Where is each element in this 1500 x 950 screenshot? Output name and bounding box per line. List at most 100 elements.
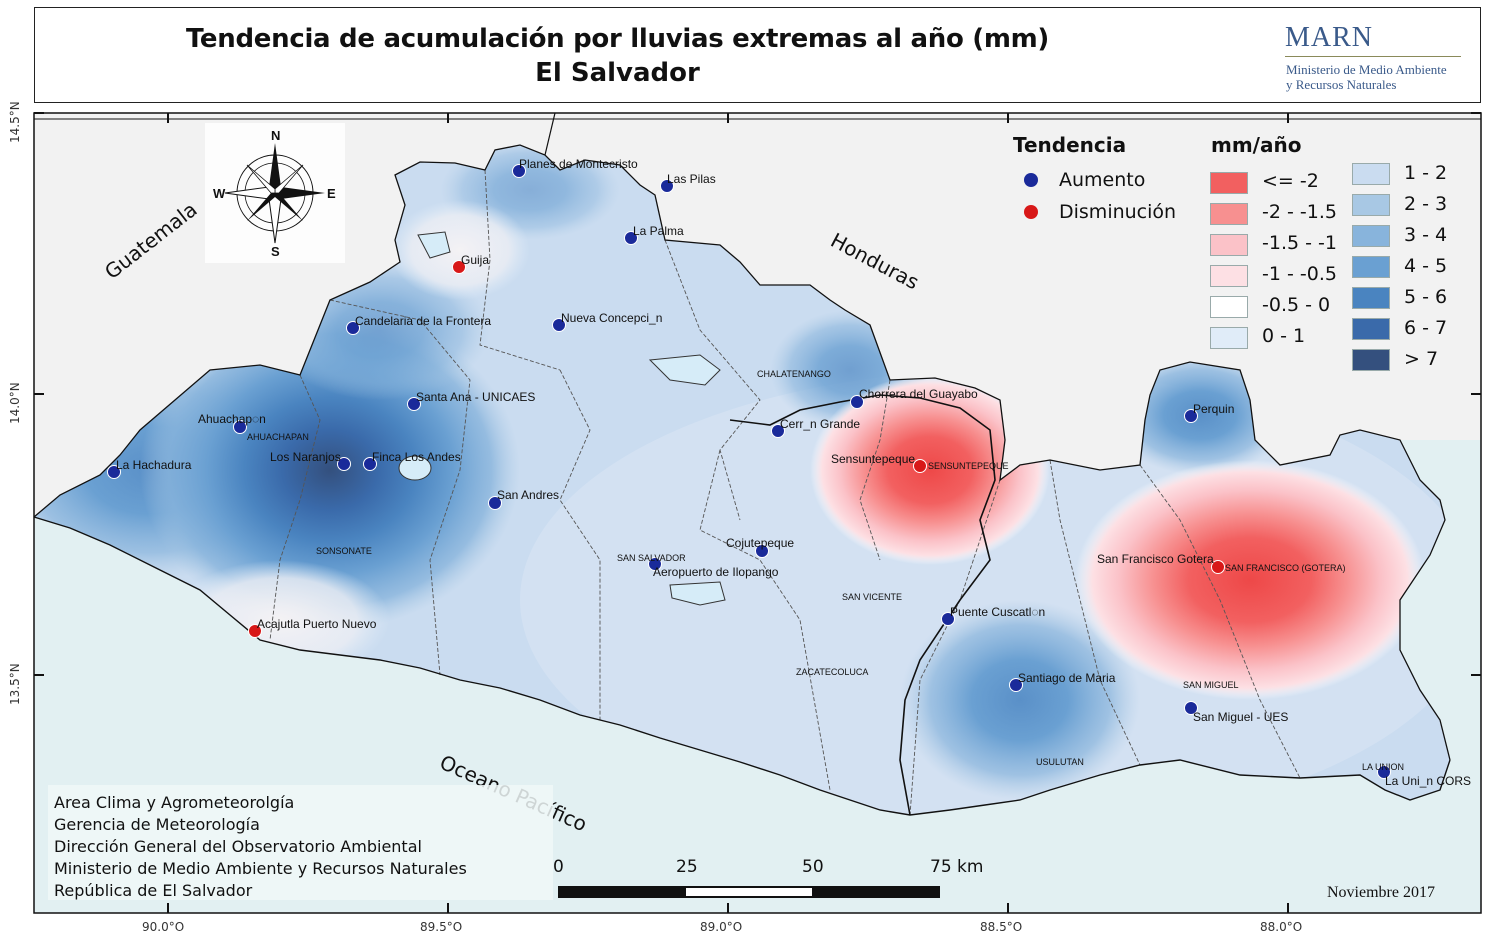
station-label-puentecuscatlan: Puente Cuscatl◌n bbox=[950, 605, 1046, 619]
station-label-aeropuerto: Aeropuerto de Ilopango bbox=[653, 565, 779, 579]
station-marker-finca-los-andes bbox=[363, 457, 377, 471]
station-marker-sensuntepeque bbox=[913, 459, 927, 473]
legend-class-label-right-1: 2 - 3 bbox=[1404, 193, 1448, 215]
lake-coatepeque bbox=[398, 455, 432, 481]
station-marker-los-naranjos bbox=[337, 457, 351, 471]
credit-line-1: Area Clima y Agrometeorolgía bbox=[54, 793, 295, 812]
legend-trend-title: Tendencia bbox=[1013, 133, 1127, 157]
scale-bar bbox=[558, 886, 940, 898]
station-label-sanmiguelues: San Miguel - UES bbox=[1193, 710, 1289, 724]
legend-swatch-right-5 bbox=[1352, 318, 1390, 340]
compass-s: S bbox=[271, 244, 280, 259]
dept-label-zacatecoluca: ZACATECOLUCA bbox=[796, 667, 869, 677]
station-marker-cojutepeque bbox=[755, 544, 769, 558]
legend-swatch-right-1 bbox=[1352, 194, 1390, 216]
legend-class-label-right-2: 3 - 4 bbox=[1404, 224, 1448, 246]
station-marker-puente-cuscatlan bbox=[941, 612, 955, 626]
station-marker-planes-de-montecristo bbox=[512, 164, 526, 178]
station-marker-san-andres bbox=[488, 496, 502, 510]
station-marker-las-pilas bbox=[660, 179, 674, 193]
station-label-santiagodemaria: Santiago de Maria bbox=[1018, 671, 1116, 685]
station-markers bbox=[107, 164, 1391, 779]
header-box bbox=[34, 7, 1481, 103]
station-label-nuevaconcepcion: Nueva Concepci_n bbox=[561, 311, 663, 325]
legend-disminucion-dot bbox=[1024, 205, 1038, 219]
station-marker-aeropuerto bbox=[648, 557, 662, 571]
legend-class-label-right-3: 4 - 5 bbox=[1404, 255, 1448, 277]
legend-swatch-right-0 bbox=[1352, 163, 1390, 185]
scale-label-0: 0 bbox=[553, 857, 564, 877]
legend-aumento-dot bbox=[1024, 173, 1038, 187]
dept-label-launion: LA UNION bbox=[1362, 762, 1405, 772]
station-marker-cerron-grande bbox=[771, 424, 785, 438]
map-frame-top-ticks bbox=[33, 112, 1482, 120]
compass-rose-icon bbox=[205, 123, 345, 263]
legend-class-label-left-0: <= -2 bbox=[1262, 170, 1319, 192]
legend-swatch-left-4 bbox=[1210, 296, 1248, 318]
station-label-cerrongrande: Cerr_n Grande bbox=[780, 417, 861, 431]
dept-label-sanvicente: SAN VICENTE bbox=[842, 592, 903, 602]
legend-units-title: mm/año bbox=[1211, 133, 1302, 157]
station-marker-candelaria bbox=[346, 321, 360, 335]
compass-e: E bbox=[327, 186, 336, 201]
station-label-sanandres: San Andres bbox=[497, 488, 560, 502]
station-label-acajutla: Acajutla Puerto Nuevo bbox=[257, 617, 377, 631]
coastline bbox=[33, 516, 1451, 816]
logo-divider bbox=[1285, 56, 1461, 57]
lon-label-89-5: 89.5°O bbox=[420, 920, 463, 934]
station-label-sanfranciscogotera: San Francisco Gotera bbox=[1097, 552, 1214, 566]
dept-label-sanfrancisco: SAN FRANCISCO (GOTERA) bbox=[1225, 563, 1346, 573]
lake-suchitlan bbox=[648, 354, 721, 386]
map-date: Noviembre 2017 bbox=[1327, 884, 1435, 901]
legend-class-label-left-2: -1.5 - -1 bbox=[1262, 232, 1337, 254]
lat-label-14-0: 14.0°N bbox=[8, 382, 22, 424]
dept-label-sonsonate: SONSONATE bbox=[316, 546, 372, 556]
credit-line-2: Gerencia de Meteorología bbox=[54, 815, 260, 834]
station-marker-perquin bbox=[1184, 409, 1198, 423]
credits-box: Area Clima y Agrometeorolgía Gerencia de… bbox=[48, 785, 553, 900]
lon-label-88-0: 88.0°O bbox=[1260, 920, 1303, 934]
legend-disminucion-label: Disminución bbox=[1059, 201, 1177, 223]
legend-class-label-left-1: -2 - -1.5 bbox=[1262, 201, 1337, 223]
station-marker-guija bbox=[452, 260, 466, 274]
legend-swatch-left-5 bbox=[1210, 327, 1248, 349]
station-label-cojutepeque: Cojutepeque bbox=[726, 536, 795, 550]
legend-swatch-right-2 bbox=[1352, 225, 1390, 247]
marn-logo-text: MARN bbox=[1285, 22, 1374, 53]
lon-label-89-0: 89.0°O bbox=[700, 920, 743, 934]
legend-swatch-left-1 bbox=[1210, 203, 1248, 225]
legend-class-label-right-6: > 7 bbox=[1404, 348, 1439, 370]
station-label-laspilas: Las Pilas bbox=[667, 172, 716, 186]
scale-label-50: 50 bbox=[802, 857, 824, 877]
map-subtitle: El Salvador bbox=[535, 58, 700, 88]
credit-line-4: Ministerio de Medio Ambiente y Recursos … bbox=[54, 859, 467, 878]
station-marker-san-francisco-gotera bbox=[1211, 560, 1225, 574]
lat-label-13-5: 13.5°N bbox=[8, 663, 22, 705]
lake-guija bbox=[417, 231, 451, 259]
dept-label-ahuachapan: AHUACHAPAN bbox=[247, 432, 309, 442]
station-label-lapalma: La Palma bbox=[633, 224, 684, 238]
station-label-sensuntepeque: Sensuntepeque bbox=[831, 452, 916, 466]
legend-class-label-right-5: 6 - 7 bbox=[1404, 317, 1448, 339]
station-label-chorrera: Chorrera del Guayabo bbox=[859, 387, 978, 401]
credit-line-3: Dirección General del Observatorio Ambie… bbox=[54, 837, 422, 856]
legend-aumento-label: Aumento bbox=[1059, 169, 1146, 191]
station-label-launion: La Uni_n CORS bbox=[1385, 774, 1472, 788]
legend-class-label-left-4: -0.5 - 0 bbox=[1262, 294, 1331, 316]
station-marker-la-hachadura bbox=[107, 465, 121, 479]
dept-label-sanmiguel: SAN MIGUEL bbox=[1183, 680, 1239, 690]
guatemala-honduras-border bbox=[544, 112, 556, 156]
station-marker-san-miguel-ues bbox=[1184, 701, 1198, 715]
compass-n: N bbox=[271, 128, 281, 143]
dept-label-usulutan: USULUTAN bbox=[1036, 757, 1084, 767]
department-borders bbox=[269, 169, 1301, 816]
station-marker-chorrera bbox=[850, 395, 864, 409]
station-label-ahuachapan: Ahuachap◌n bbox=[198, 412, 266, 426]
dept-label-chalatenango: CHALATENANGO bbox=[757, 369, 831, 379]
scale-label-75: 75 km bbox=[930, 857, 984, 877]
station-label-lahachadura: La Hachadura bbox=[116, 458, 192, 472]
station-label-santaana: Santa Ana - UNICAES bbox=[416, 390, 536, 404]
legend-class-label-right-0: 1 - 2 bbox=[1404, 162, 1448, 184]
station-marker-santa-ana bbox=[407, 397, 421, 411]
station-label-losnaranjos: Los Naranjos bbox=[270, 450, 341, 464]
